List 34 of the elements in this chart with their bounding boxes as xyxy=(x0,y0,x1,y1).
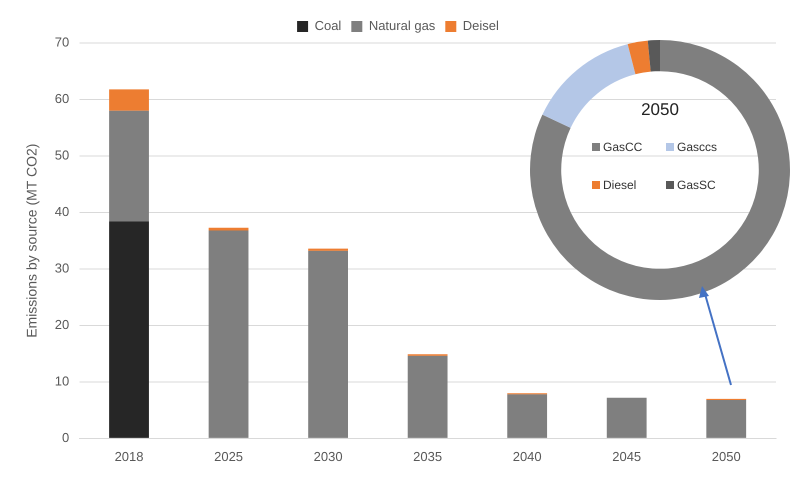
bar xyxy=(208,230,248,438)
bar xyxy=(208,228,248,231)
bar xyxy=(408,356,448,438)
y-tick-label: 50 xyxy=(54,148,70,163)
legend-label: Coal xyxy=(314,18,342,34)
y-axis-title: Emissions by source (MT CO2) xyxy=(23,144,40,338)
y-tick-label: 10 xyxy=(54,373,70,388)
bar xyxy=(109,89,149,111)
bar xyxy=(308,250,348,438)
x-tick-label: 2025 xyxy=(214,448,244,464)
x-tick-label: 2030 xyxy=(314,448,343,464)
bar xyxy=(507,394,548,438)
bar xyxy=(109,110,149,222)
bar xyxy=(706,400,746,438)
bar xyxy=(109,221,149,438)
x-tick-label: 2018 xyxy=(114,448,144,464)
x-tick-label: 2050 xyxy=(712,448,741,464)
x-tick-label: 2040 xyxy=(512,448,542,464)
legend-label: Gasccs xyxy=(676,140,718,156)
y-tick-label: 40 xyxy=(54,204,70,220)
y-tick-label: 70 xyxy=(54,34,70,50)
legend-label: GasCC xyxy=(602,140,644,156)
y-tick-label: 30 xyxy=(54,260,70,276)
y-tick-label: 0 xyxy=(62,430,70,445)
bar xyxy=(606,398,647,438)
y-tick-label: 60 xyxy=(54,91,70,106)
legend-label: Natural gas xyxy=(368,18,436,34)
x-tick-label: 2035 xyxy=(413,448,442,464)
legend-label: Deisel xyxy=(462,18,500,34)
legend-label: Diesel xyxy=(602,178,638,194)
y-tick-label: 20 xyxy=(54,317,70,332)
x-tick-label: 2045 xyxy=(612,448,642,464)
text: 2050 xyxy=(640,100,680,120)
legend-label: GasSC xyxy=(676,178,717,194)
